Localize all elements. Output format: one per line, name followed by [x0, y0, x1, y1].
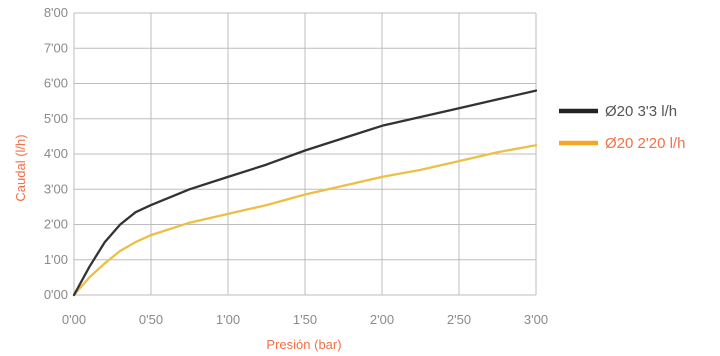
y-tick-label: 8'00 — [44, 5, 68, 20]
series-line — [72, 89, 538, 297]
x-tick-label: 2'50 — [447, 312, 471, 327]
chart-legend: Ø20 3'3 l/h Ø20 2'20 l/h — [559, 103, 685, 152]
legend-label: Ø20 3'3 l/h — [605, 103, 677, 120]
y-tick-label: 4'00 — [44, 146, 68, 161]
y-tick-label: 7'00 — [44, 40, 68, 55]
chart-series — [72, 89, 538, 297]
y-tick-label: 5'00 — [44, 111, 68, 126]
x-axis-ticks: 0'00 0'50 1'00 1'50 2'00 2'50 3'00 — [62, 312, 548, 327]
x-tick-label: 1'50 — [293, 312, 317, 327]
y-tick-label: 2'00 — [44, 217, 68, 232]
x-tick-label: 1'00 — [216, 312, 240, 327]
chart-grid — [73, 12, 537, 296]
y-tick-label: 6'00 — [44, 76, 68, 91]
x-tick-label: 3'00 — [524, 312, 548, 327]
y-tick-label: 1'00 — [44, 252, 68, 267]
y-axis-ticks: 0'00 1'00 2'00 3'00 4'00 5'00 6'00 7'00 8'00 — [44, 5, 68, 302]
x-tick-label: 2'00 — [370, 312, 394, 327]
series-line — [72, 144, 538, 297]
y-axis-title: Caudal (l/h) — [13, 134, 28, 201]
x-axis-title: Presión (bar) — [266, 337, 341, 352]
x-tick-label: 0'00 — [62, 312, 86, 327]
y-tick-label: 0'00 — [44, 287, 68, 302]
y-tick-label: 3'00 — [44, 181, 68, 196]
legend-label: Ø20 2'20 l/h — [605, 135, 685, 152]
x-tick-label: 0'50 — [139, 312, 163, 327]
